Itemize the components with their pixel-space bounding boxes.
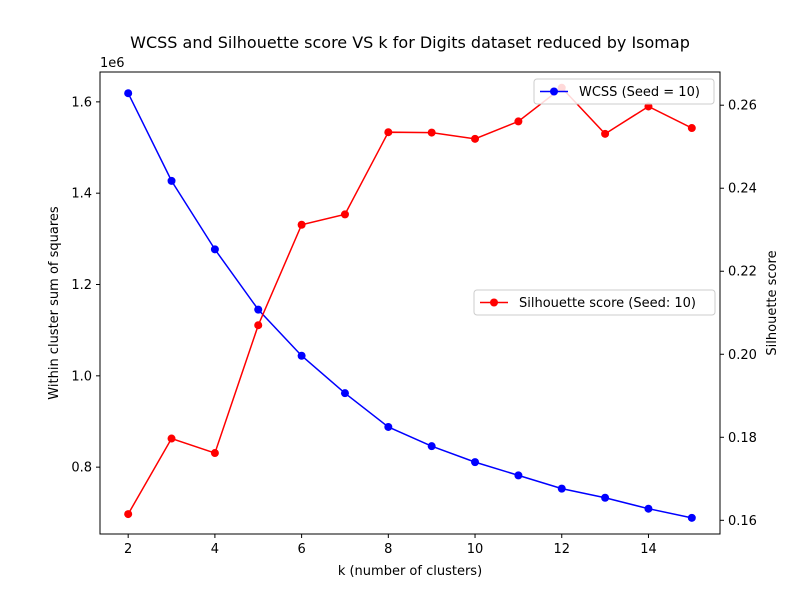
data-point [644, 504, 653, 513]
data-point [687, 124, 696, 133]
x-axis-label: k (number of clusters) [338, 564, 482, 579]
axes: 2 4 6 8 10 12 14 0.8 1.0 1.2 1.4 1.6 0.16 0.18 0.20 0.2… [71, 71, 757, 557]
data-point [601, 493, 610, 502]
data-point [514, 471, 523, 480]
right-y-tick-label: 0.18 [728, 431, 757, 446]
data-point [210, 245, 219, 254]
legend-label: WCSS (Seed = 10) [579, 85, 700, 100]
data-point [167, 434, 176, 443]
left-y-tick-label: 0.8 [71, 461, 92, 476]
data-point [297, 351, 306, 360]
left-y-tick-label: 1.6 [71, 95, 92, 110]
x-tick-label: 6 [297, 542, 305, 557]
legend-wcss: WCSS (Seed = 10) [533, 78, 715, 105]
series-silhouette [124, 83, 696, 519]
data-point [340, 210, 349, 219]
data-point [254, 321, 263, 330]
right-y-tick-label: 0.26 [728, 99, 757, 114]
x-tick-label: 10 [467, 542, 484, 557]
x-tick-label: 14 [640, 542, 657, 557]
left-y-axis-label: Within cluster sum of squares [47, 206, 62, 400]
legend-label: Silhouette score (Seed: 10) [519, 296, 696, 311]
x-tick-label: 2 [124, 542, 132, 557]
data-point [384, 128, 393, 137]
data-point [254, 305, 263, 314]
plot-area [124, 83, 696, 522]
data-point [167, 176, 176, 185]
right-y-tick-label: 0.20 [728, 348, 757, 363]
right-y-tick-label: 0.16 [728, 514, 757, 529]
right-y-tick-label: 0.24 [728, 182, 757, 197]
left-y-tick-label: 1.2 [71, 278, 92, 293]
legend-box [473, 289, 716, 316]
data-point [471, 134, 480, 143]
data-point [687, 513, 696, 522]
data-point [601, 129, 610, 138]
data-point [471, 458, 480, 467]
x-tick-label: 4 [211, 542, 219, 557]
data-point [340, 389, 349, 398]
data-point [427, 128, 436, 137]
axes-frame [99, 71, 721, 535]
legend-box [533, 78, 715, 105]
x-tick-label: 8 [384, 542, 392, 557]
left-axis-offset-label: 1e6 [100, 56, 125, 71]
chart-title: WCSS and Silhouette score VS k for Digit… [130, 33, 690, 52]
right-y-tick-label: 0.22 [728, 265, 757, 280]
right-y-axis-label: Silhouette score [765, 250, 780, 355]
series-line [127, 92, 692, 519]
legend-silhouette: Silhouette score (Seed: 10) [473, 289, 716, 316]
data-point [557, 484, 566, 493]
series-line [127, 86, 693, 515]
data-point [297, 220, 306, 229]
data-point [514, 117, 523, 126]
data-point [210, 449, 219, 458]
series-wcss [124, 89, 696, 522]
legend-marker [490, 298, 498, 307]
data-point [427, 442, 436, 451]
data-point [384, 422, 393, 431]
x-tick-label: 12 [553, 542, 570, 557]
left-y-tick-label: 1.4 [71, 187, 92, 202]
legend-marker [550, 87, 558, 96]
data-point [124, 89, 133, 98]
legends: WCSS (Seed = 10) Silhouette score (Seed: … [473, 78, 716, 316]
left-y-tick-label: 1.0 [71, 369, 92, 384]
data-point [124, 510, 133, 519]
